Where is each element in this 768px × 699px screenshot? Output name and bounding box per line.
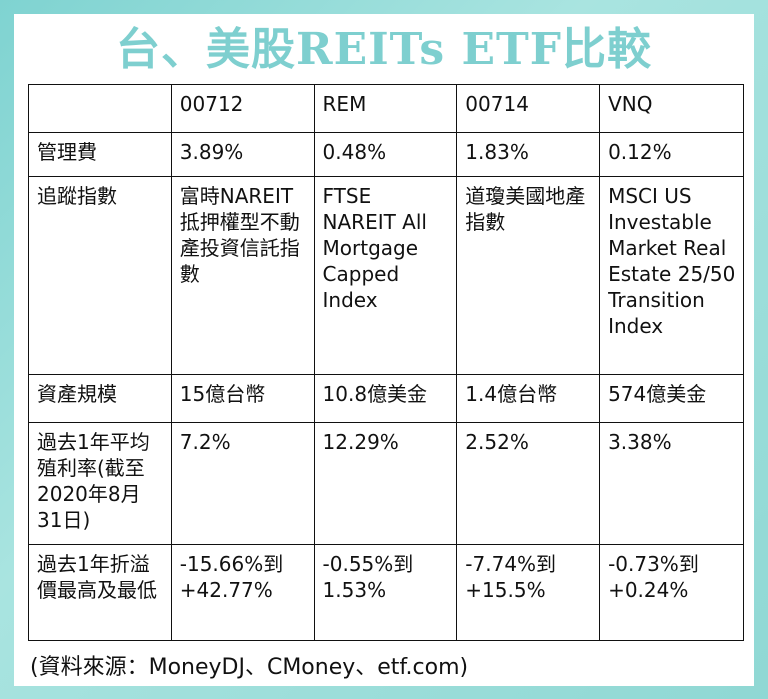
table-header-cell: VNQ bbox=[599, 84, 744, 133]
table-header-cell: 00714 bbox=[456, 84, 601, 133]
table-cell: FTSE NAREIT All Mortgage Capped Index bbox=[313, 176, 458, 375]
table-cell: -7.74%到+15.5% bbox=[456, 544, 601, 641]
table-cell: 2.52% bbox=[456, 422, 601, 545]
row-label: 管理費 bbox=[28, 132, 172, 177]
table-row: 過去1年折溢價最高及最低 -15.66%到+42.77% -0.55%到1.53… bbox=[28, 544, 744, 641]
row-label: 資產規模 bbox=[28, 374, 172, 423]
table-row: 管理費 3.89% 0.48% 1.83% 0.12% bbox=[28, 132, 744, 177]
table-cell: -15.66%到+42.77% bbox=[170, 544, 315, 641]
source-note: (資料來源：MoneyDJ、CMoney、etf.com) bbox=[30, 655, 469, 680]
table-cell: 1.83% bbox=[456, 132, 601, 177]
table-cell: 0.48% bbox=[313, 132, 458, 177]
table-cell: MSCI US Investable Market Real Estate 25… bbox=[599, 176, 744, 375]
table-row: 資產規模 15億台幣 10.8億美金 1.4億台幣 574億美金 bbox=[28, 374, 744, 423]
table-cell: -0.73%到+0.24% bbox=[599, 544, 744, 641]
table-header-cell: 00712 bbox=[170, 84, 315, 133]
table-row: 追蹤指數 富時NAREIT抵押權型不動產投資信託指數 FTSE NAREIT A… bbox=[28, 176, 744, 375]
table-header-row: 00712 REM 00714 VNQ bbox=[28, 84, 744, 133]
table-cell: 1.4億台幣 bbox=[456, 374, 601, 423]
content-card: 台、美股REITs ETF比較 00712 REM 00714 VNQ 管理費 … bbox=[14, 14, 754, 686]
table-header-cell: REM bbox=[313, 84, 458, 133]
comparison-table: 00712 REM 00714 VNQ 管理費 3.89% 0.48% 1.83… bbox=[28, 84, 744, 641]
row-label: 過去1年折溢價最高及最低 bbox=[28, 544, 172, 641]
table-cell: 3.38% bbox=[599, 422, 744, 545]
table-header-cell bbox=[28, 84, 172, 133]
table-cell: 10.8億美金 bbox=[313, 374, 458, 423]
page-title: 台、美股REITs ETF比較 bbox=[116, 24, 652, 75]
table-cell: 富時NAREIT抵押權型不動產投資信託指數 bbox=[170, 176, 315, 375]
row-label: 過去1年平均殖利率(截至2020年8月31日) bbox=[28, 422, 172, 545]
table-cell: -0.55%到1.53% bbox=[313, 544, 458, 641]
table-cell: 15億台幣 bbox=[170, 374, 315, 423]
table-cell: 3.89% bbox=[170, 132, 315, 177]
table-cell: 12.29% bbox=[313, 422, 458, 545]
table-row: 過去1年平均殖利率(截至2020年8月31日) 7.2% 12.29% 2.52… bbox=[28, 422, 744, 545]
table-cell: 0.12% bbox=[599, 132, 744, 177]
table-cell: 道瓊美國地產指數 bbox=[456, 176, 601, 375]
row-label: 追蹤指數 bbox=[28, 176, 172, 375]
table-cell: 574億美金 bbox=[599, 374, 744, 423]
table-cell: 7.2% bbox=[170, 422, 315, 545]
